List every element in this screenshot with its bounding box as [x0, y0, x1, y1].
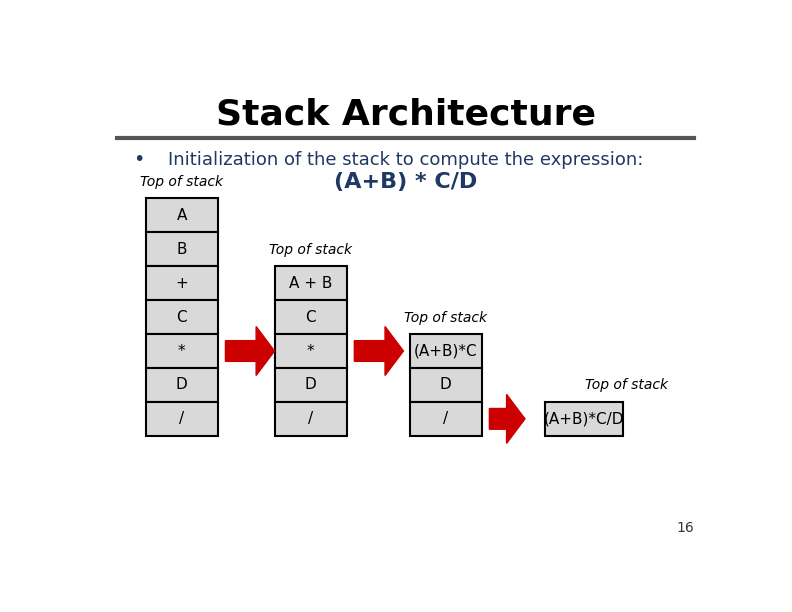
Text: Top of stack: Top of stack — [585, 378, 668, 392]
FancyBboxPatch shape — [146, 402, 218, 436]
FancyBboxPatch shape — [146, 334, 218, 368]
Text: D: D — [440, 378, 451, 392]
Text: A + B: A + B — [289, 275, 333, 291]
FancyBboxPatch shape — [146, 266, 218, 300]
Text: (A+B) * C/D: (A+B) * C/D — [334, 173, 478, 192]
FancyBboxPatch shape — [545, 402, 623, 436]
FancyBboxPatch shape — [409, 334, 482, 368]
FancyBboxPatch shape — [146, 300, 218, 334]
FancyBboxPatch shape — [146, 198, 218, 232]
Polygon shape — [489, 394, 525, 443]
Polygon shape — [226, 326, 275, 376]
Text: /: / — [179, 411, 185, 427]
Text: C: C — [306, 310, 316, 324]
Text: (A+B)*C: (A+B)*C — [414, 343, 478, 359]
Text: A: A — [177, 208, 187, 223]
FancyBboxPatch shape — [275, 266, 347, 300]
FancyBboxPatch shape — [409, 402, 482, 436]
FancyBboxPatch shape — [146, 368, 218, 402]
Text: *: * — [178, 343, 185, 359]
FancyBboxPatch shape — [275, 368, 347, 402]
FancyBboxPatch shape — [275, 334, 347, 368]
Text: B: B — [177, 242, 187, 256]
Text: Stack Architecture: Stack Architecture — [216, 97, 596, 131]
Text: (A+B)*C/D: (A+B)*C/D — [543, 411, 624, 427]
Polygon shape — [354, 326, 403, 376]
Text: *: * — [307, 343, 314, 359]
FancyBboxPatch shape — [275, 402, 347, 436]
Text: •: • — [133, 150, 144, 169]
Text: +: + — [176, 275, 188, 291]
Text: Top of stack: Top of stack — [140, 175, 223, 189]
Text: D: D — [176, 378, 188, 392]
Text: C: C — [177, 310, 187, 324]
FancyBboxPatch shape — [409, 368, 482, 402]
Text: D: D — [305, 378, 317, 392]
Text: Initialization of the stack to compute the expression:: Initialization of the stack to compute t… — [168, 151, 644, 169]
Text: Top of stack: Top of stack — [404, 311, 487, 324]
Text: /: / — [444, 411, 448, 427]
Text: Top of stack: Top of stack — [269, 243, 352, 257]
FancyBboxPatch shape — [146, 232, 218, 266]
Text: 16: 16 — [676, 521, 695, 536]
FancyBboxPatch shape — [275, 300, 347, 334]
Text: /: / — [308, 411, 314, 427]
